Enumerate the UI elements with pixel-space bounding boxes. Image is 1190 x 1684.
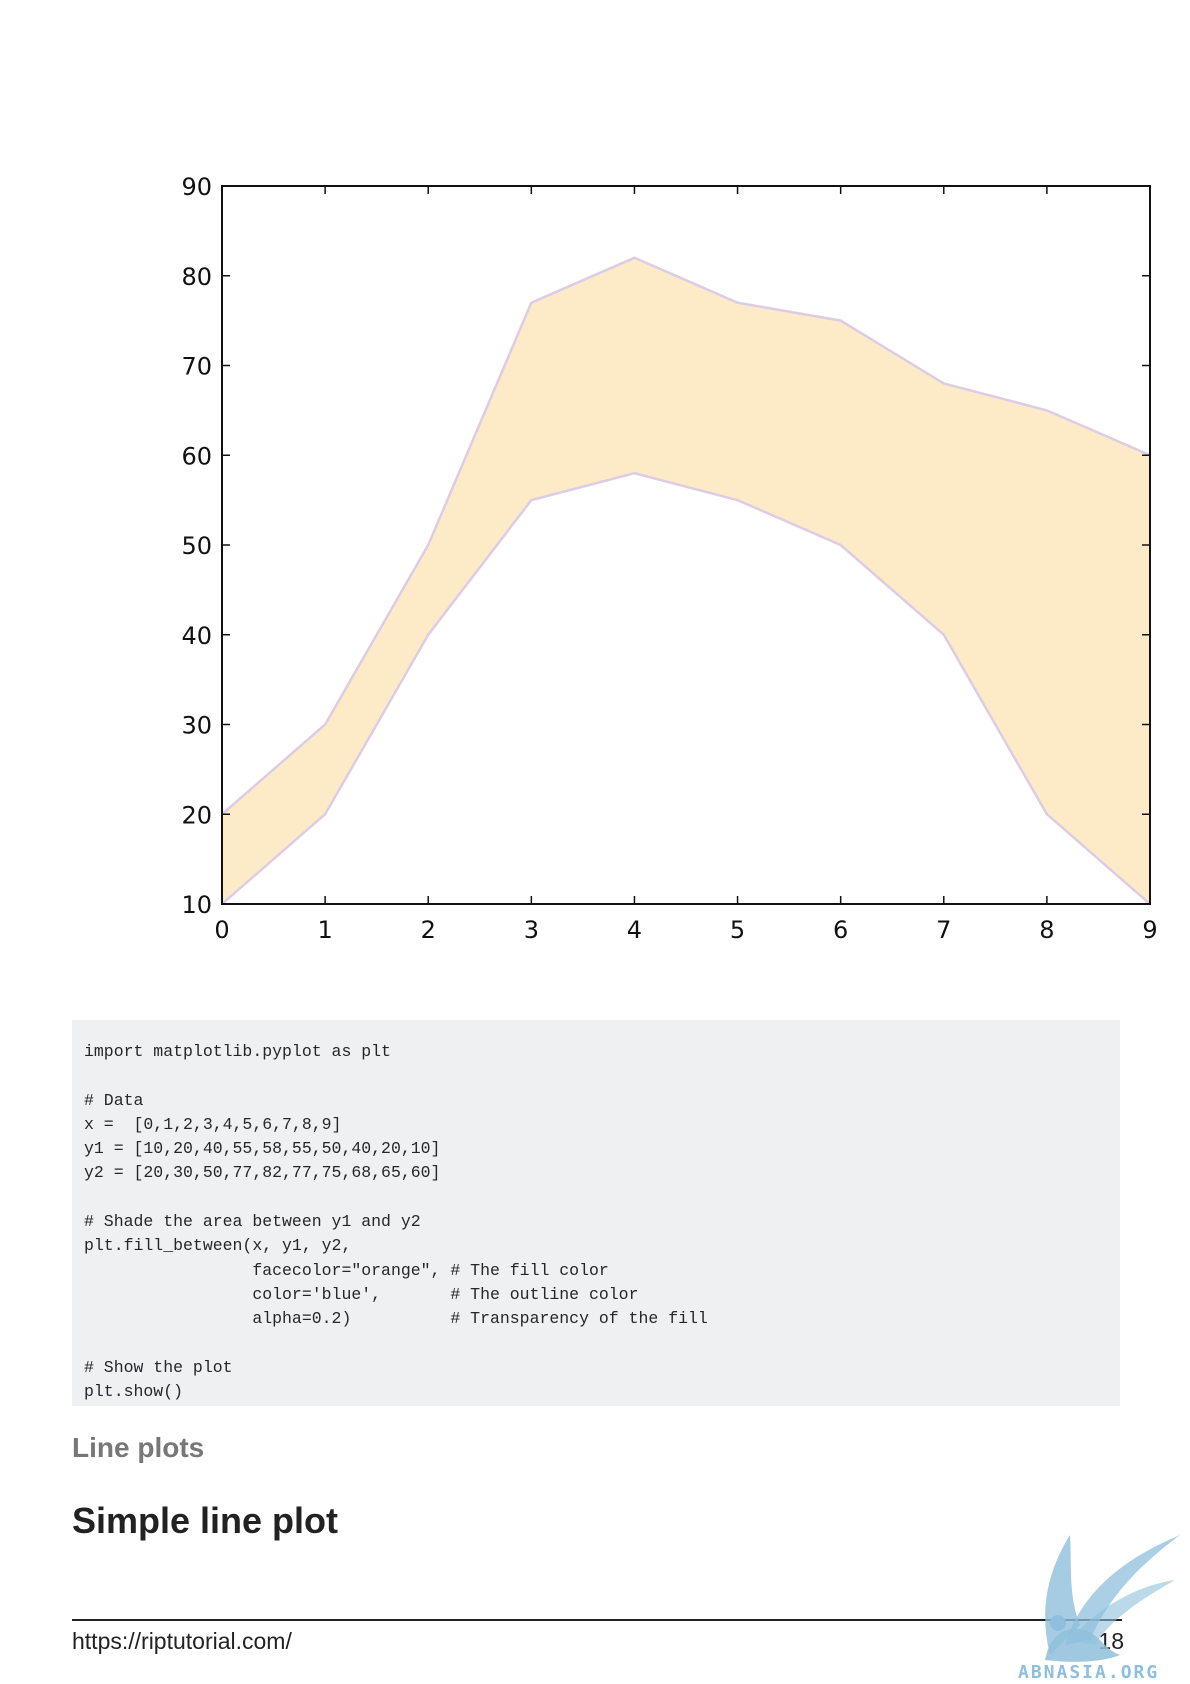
y-tick-label: 20 bbox=[181, 801, 212, 829]
winged-griffin-logo-icon bbox=[1045, 1535, 1180, 1662]
x-tick-label: 9 bbox=[1142, 916, 1157, 944]
x-tick-label: 1 bbox=[317, 916, 332, 944]
code-line: # Data bbox=[84, 1090, 144, 1110]
section-heading: Line plots bbox=[72, 1432, 205, 1463]
x-tick-label: 4 bbox=[627, 916, 642, 944]
fill-between-chart: 0 1 2 3 4 5 6 7 8 9 10 20 30 40 50 60 70 80 90 bbox=[181, 173, 1157, 944]
code-line bbox=[84, 1064, 1108, 1088]
x-tick-label: 0 bbox=[214, 916, 229, 944]
series-y2-line bbox=[221, 256, 1151, 816]
x-tick-label: 7 bbox=[936, 916, 951, 944]
code-line bbox=[84, 1332, 1108, 1356]
y-tick-label: 80 bbox=[181, 263, 212, 291]
y-tick-label: 30 bbox=[181, 712, 212, 740]
x-tick-label: 2 bbox=[421, 916, 436, 944]
y-tick-label: 70 bbox=[181, 353, 212, 381]
x-tick-label: 3 bbox=[524, 916, 539, 944]
code-line: facecolor="orange", # The fill color bbox=[84, 1260, 609, 1280]
fill-between-area bbox=[222, 257, 1150, 904]
code-block: import matplotlib.pyplot as plt # Data x =… bbox=[72, 1020, 1120, 1406]
watermark-text: ABNASIA.ORG bbox=[1018, 1662, 1160, 1683]
plot-frame bbox=[221, 185, 1151, 905]
code-line: plt.show() bbox=[84, 1382, 184, 1402]
x-tick-label: 5 bbox=[730, 916, 745, 944]
y-tick-label: 90 bbox=[181, 173, 212, 201]
code-line: import matplotlib.pyplot as plt bbox=[84, 1042, 391, 1061]
code-line bbox=[84, 1186, 1108, 1210]
x-tick-label: 6 bbox=[833, 916, 848, 944]
code-line: x = [0,1,2,3,4,5,6,7,8,9] bbox=[84, 1114, 342, 1134]
x-tick-label: 8 bbox=[1039, 916, 1054, 944]
series-y1-line bbox=[221, 471, 1151, 905]
code-line: y1 = [10,20,40,55,58,55,50,40,20,10] bbox=[84, 1139, 441, 1159]
code-line: alpha=0.2) # Transparency of the fill bbox=[84, 1309, 708, 1329]
y-tick-label: 50 bbox=[181, 532, 212, 560]
y-tick-label: 40 bbox=[181, 622, 212, 650]
code-line: plt.fill_between(x, y1, y2, bbox=[84, 1236, 352, 1256]
code-line: y2 = [20,30,50,77,82,77,75,68,65,60] bbox=[84, 1163, 441, 1183]
code-line: color='blue', # The outline color bbox=[84, 1284, 639, 1304]
y-tick-label: 10 bbox=[181, 891, 212, 919]
footer-url: https://riptutorial.com/ bbox=[72, 1628, 292, 1654]
sub-heading: Simple line plot bbox=[72, 1500, 339, 1541]
footer-rule bbox=[72, 1619, 1122, 1621]
code-line: # Shade the area between y1 and y2 bbox=[84, 1212, 421, 1232]
code-line: # Show the plot bbox=[84, 1357, 233, 1377]
y-tick-label: 60 bbox=[181, 442, 212, 470]
